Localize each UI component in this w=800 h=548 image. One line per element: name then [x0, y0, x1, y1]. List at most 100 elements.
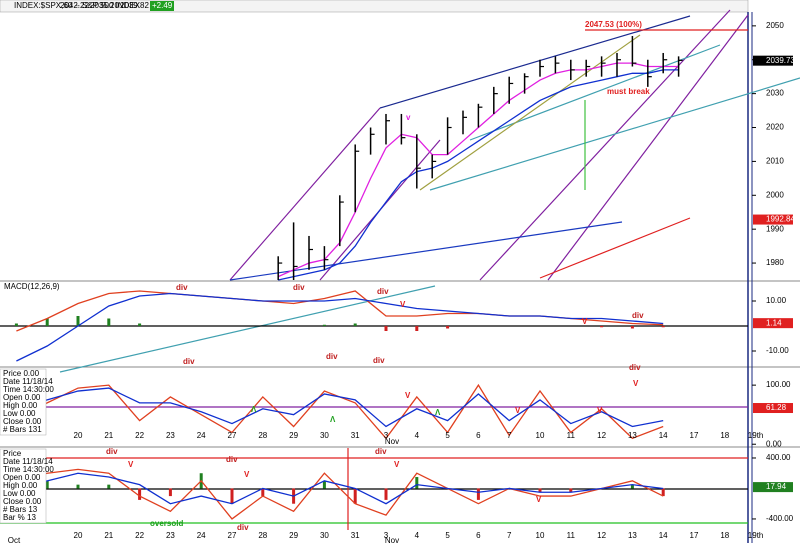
data-window-row: Time 14:30:00	[3, 465, 54, 474]
x-tick-label: 12	[597, 531, 606, 540]
series-line	[16, 292, 664, 362]
x-tick-label: 21	[104, 531, 113, 540]
annotation: V	[394, 460, 400, 469]
y-tick-label: 1980	[766, 258, 784, 267]
y-tick-label: 2030	[766, 89, 784, 98]
data-window-row: Time 14:30:00	[3, 385, 54, 394]
x-tick-label: 27	[228, 531, 237, 540]
histogram-bar	[45, 480, 49, 489]
x-tick-label: 7	[507, 431, 512, 440]
data-window-row: Date 11/18/14	[3, 377, 53, 386]
x-tick-label: 5	[445, 431, 450, 440]
price-tag-label: 1992.84	[766, 215, 795, 224]
price-tag-label: 1.14	[766, 318, 782, 327]
annotation: div	[226, 455, 238, 464]
annotation: div	[183, 357, 195, 366]
y-tick-label: 2010	[766, 157, 784, 166]
trendline	[419, 34, 641, 191]
price-tag	[753, 403, 793, 414]
histogram-bar	[168, 488, 172, 497]
histogram-bar	[446, 326, 450, 329]
symbol-title: INDEX:$SPX,60 -- S&P 500 INDEX	[14, 1, 141, 10]
data-window-row: Date 11/18/14	[3, 457, 53, 466]
x-tick-label: 21	[104, 431, 113, 440]
annotation: V	[244, 470, 250, 479]
x-tick-label: 28	[258, 431, 267, 440]
histogram-bar	[384, 488, 388, 500]
data-window-row: High 0.00	[3, 481, 38, 490]
x-tick-label: 3	[384, 531, 389, 540]
trendlines	[0, 9, 800, 530]
x-tick-label: 18	[720, 531, 729, 540]
quote-close: 2039.82	[120, 1, 149, 10]
histogram-bar	[261, 488, 265, 497]
y-tick-label: 2050	[766, 21, 784, 30]
data-window	[0, 368, 47, 436]
month-label: Nov	[385, 536, 399, 543]
annotation: div	[293, 283, 305, 292]
x-tick-label: 23	[166, 431, 175, 440]
annotation: V	[536, 495, 542, 504]
annotation: must break	[607, 87, 650, 96]
annotation: div	[373, 356, 385, 365]
annotation: Λ	[435, 408, 441, 417]
x-tick-label: 23	[166, 531, 175, 540]
trendline	[229, 107, 381, 281]
annotation: div	[375, 447, 387, 456]
price-tag	[753, 482, 793, 493]
x-tick-label: 4	[415, 531, 420, 540]
data-window-row: Price	[3, 449, 22, 458]
x-tick-label: 18	[720, 431, 729, 440]
annotation: V	[128, 460, 134, 469]
histogram-bar	[538, 488, 542, 493]
header-bar	[0, 0, 749, 13]
histogram-bar	[45, 318, 49, 326]
histogram-bar	[630, 484, 634, 489]
x-tick-label: 10	[536, 531, 545, 540]
annotation: Λ	[330, 415, 336, 424]
data-window-row: Open 0.00	[3, 473, 41, 482]
annotation: V	[597, 406, 603, 415]
trendline	[479, 9, 731, 281]
price-tag	[753, 214, 793, 225]
x-tick-label: 12	[597, 431, 606, 440]
x-tick-label: 6	[476, 431, 481, 440]
x-tick-label: 19th	[748, 531, 764, 540]
trendline	[539, 217, 691, 279]
data-window-row: Low 0.00	[3, 489, 36, 498]
annotation: div	[176, 283, 188, 292]
price-tag-label: 2039.73	[766, 56, 795, 65]
data-window-row: Low 0.00	[3, 409, 36, 418]
series-line	[277, 62, 679, 278]
histogram-bar	[569, 488, 573, 493]
annotation: v	[406, 113, 411, 122]
y-tick-label: 0.00	[766, 439, 782, 448]
histogram-bar	[107, 484, 111, 489]
histogram-bar	[353, 488, 357, 504]
series-line	[278, 69, 679, 281]
data-window	[0, 448, 47, 524]
x-tick-label: 22	[135, 531, 144, 540]
data-window-row: High 0.00	[3, 401, 38, 410]
y-tick-label: -400.00	[766, 514, 794, 523]
annotation: div	[237, 523, 249, 532]
y-tick-label: -10.00	[766, 346, 789, 355]
annotation: div	[632, 311, 644, 320]
annotation: 2047.53 (100%)	[585, 20, 642, 29]
histogram-bar	[661, 488, 665, 497]
x-tick-label: 29	[289, 431, 298, 440]
histogram-bar	[322, 324, 326, 326]
histogram-bar	[415, 477, 419, 489]
y-tick-label: 10.00	[766, 296, 787, 305]
x-tick-label: 11	[567, 531, 576, 540]
x-tick-label: 24	[197, 531, 206, 540]
annotation: div	[629, 363, 641, 372]
data-window-row: Price 0.00	[3, 369, 40, 378]
annotation: V	[582, 317, 588, 326]
trendline	[59, 285, 436, 373]
trendline	[547, 14, 749, 281]
histogram-bar	[476, 488, 480, 500]
x-tick-label: 19th	[748, 431, 764, 440]
histogram-bar	[661, 326, 665, 328]
